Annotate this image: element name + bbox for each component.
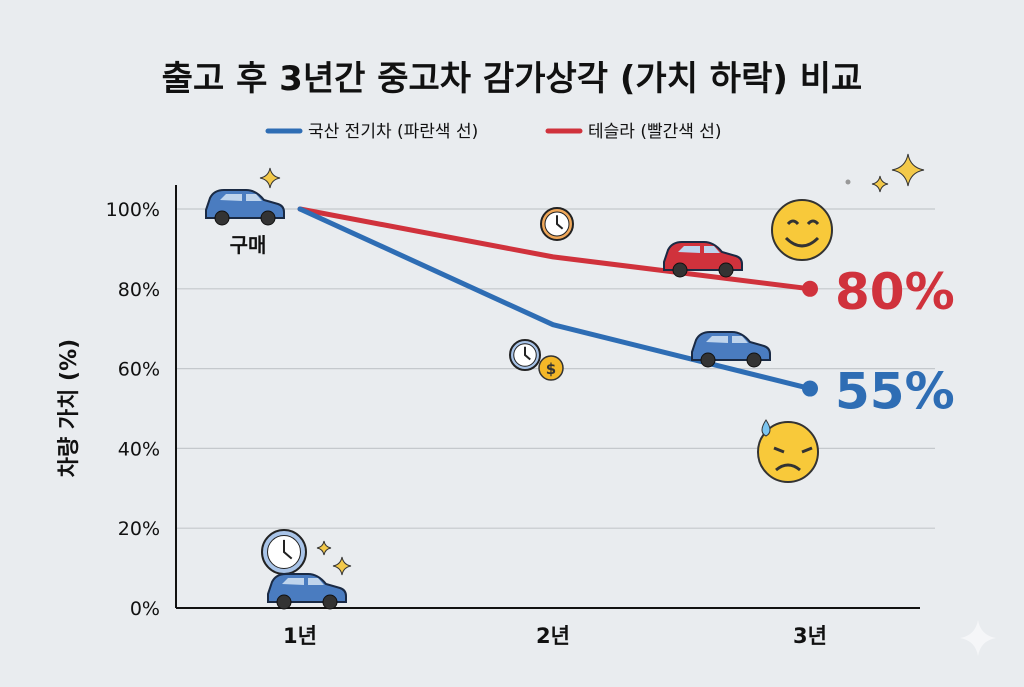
sparkle-icon <box>332 556 352 576</box>
series-line <box>297 206 813 392</box>
car-window <box>220 194 262 201</box>
series-line <box>297 206 813 292</box>
x-tick-label: 2년 <box>536 624 570 648</box>
car-wheel <box>700 352 716 368</box>
sad-sweat-emoji-icon <box>757 419 819 483</box>
car-icon <box>691 331 771 368</box>
y-tick-label: 80% <box>118 279 160 301</box>
mouth <box>775 463 801 472</box>
sparkle-icon <box>316 540 332 556</box>
y-tick-label: 40% <box>118 438 160 460</box>
watermark-sparkle-icon <box>960 620 996 656</box>
coin-symbol: $ <box>546 360 556 378</box>
clock-icon <box>509 339 541 371</box>
clock-icon <box>261 529 307 575</box>
car-wheel <box>322 594 338 610</box>
y-tick-label: 100% <box>106 199 160 221</box>
car-wheel <box>718 262 734 278</box>
car-wheel <box>214 210 230 226</box>
chart-title: 출고 후 3년간 중고차 감가상각 (가치 하락) 비교 <box>162 59 863 99</box>
legend-label: 테슬라 (빨간색 선) <box>588 122 722 142</box>
end-value-label: 80% <box>835 263 955 321</box>
sparkle-icon <box>891 153 925 187</box>
car-wheel <box>260 210 276 226</box>
sweat-drop <box>761 419 771 437</box>
car-icon <box>267 573 347 610</box>
car-icon <box>663 241 743 278</box>
clock-hands <box>283 539 293 560</box>
x-tick-label: 1년 <box>283 624 317 648</box>
clock-icon <box>540 207 574 241</box>
y-tick-label: 60% <box>118 359 160 381</box>
end-value-label: 55% <box>835 363 955 421</box>
car-window <box>706 336 748 343</box>
clock-hands <box>524 346 531 361</box>
car-wheel <box>276 594 292 610</box>
sparkle-dot <box>845 179 851 185</box>
coin-icon: $ <box>538 355 564 381</box>
legend-label: 국산 전기차 (파란색 선) <box>308 122 478 142</box>
y-tick-label: 0% <box>130 598 160 620</box>
y-tick-label: 20% <box>118 518 160 540</box>
eyes <box>786 219 820 226</box>
legend: 국산 전기차 (파란색 선) 테슬라 (빨간색 선) <box>265 122 722 142</box>
data-point <box>802 380 818 397</box>
x-tick-label: 3년 <box>793 624 827 648</box>
data-point <box>802 280 818 297</box>
sparkle-icon <box>871 175 889 193</box>
sparkle-icon <box>259 167 281 189</box>
car-window <box>678 246 720 253</box>
car-icon <box>205 189 285 226</box>
annotation-purchase: 구매 <box>230 233 267 257</box>
eyes <box>773 446 813 454</box>
smile-emoji-icon <box>771 199 833 261</box>
car-wheel <box>672 262 688 278</box>
car-wheel <box>746 352 762 368</box>
clock-hands <box>556 215 564 230</box>
coin <box>538 355 564 381</box>
car-window <box>282 578 324 585</box>
mouth <box>784 236 820 248</box>
y-axis-label: 차량 가치 (%) <box>57 339 82 477</box>
face <box>757 421 819 483</box>
face <box>771 199 833 261</box>
